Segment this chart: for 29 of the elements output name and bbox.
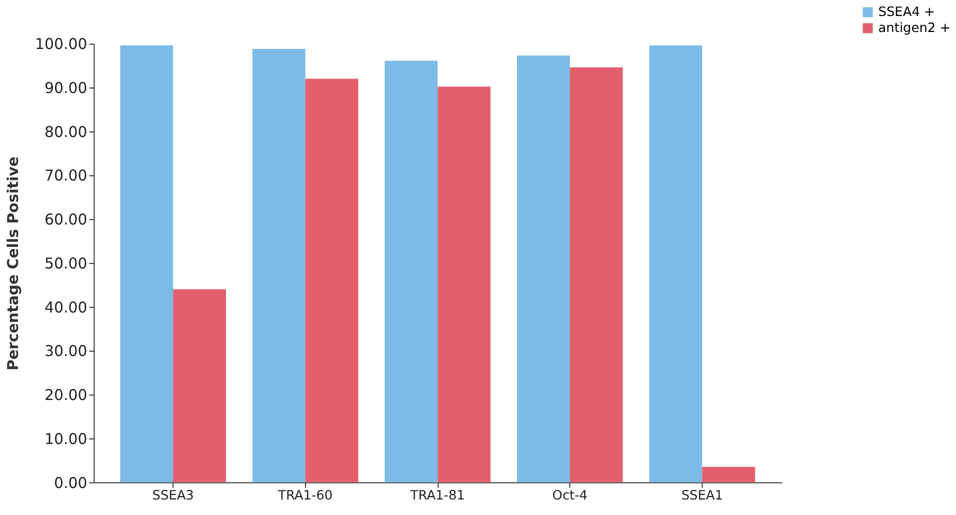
bar xyxy=(252,48,306,482)
bar xyxy=(438,86,491,482)
bar xyxy=(305,78,358,482)
y-tick-label: 60.00 xyxy=(44,210,88,229)
bar xyxy=(570,67,623,482)
legend-label: SSEA4 + xyxy=(878,5,935,20)
x-tick-label: SSEA3 xyxy=(152,488,194,504)
y-tick-label: 30.00 xyxy=(44,342,88,360)
bar xyxy=(702,466,756,482)
bar xyxy=(649,45,702,482)
y-tick-label: 100.00 xyxy=(34,35,88,54)
x-tick-label: SSEA1 xyxy=(681,488,724,504)
x-tick-label: TRA1-81 xyxy=(409,488,465,504)
y-tick-label: 50.00 xyxy=(44,254,88,272)
y-tick-label: 90.00 xyxy=(44,79,88,98)
bar xyxy=(384,60,438,482)
y-tick-label: 40.00 xyxy=(44,298,88,316)
x-tick-label: TRA1-60 xyxy=(277,488,333,504)
bar xyxy=(173,289,226,482)
bar xyxy=(120,45,174,482)
y-tick-label: 70.00 xyxy=(44,166,88,185)
legend-label: antigen2 + xyxy=(878,21,951,36)
bar xyxy=(516,56,570,482)
y-tick-label: 80.00 xyxy=(44,122,88,141)
y-tick-label: 10.00 xyxy=(44,430,88,448)
x-tick-label: Oct-4 xyxy=(552,488,588,504)
y-axis-title: Percentage Cells Positive xyxy=(4,156,22,371)
y-tick-label: 20.00 xyxy=(44,386,88,404)
y-tick-label: 0.00 xyxy=(54,474,88,492)
